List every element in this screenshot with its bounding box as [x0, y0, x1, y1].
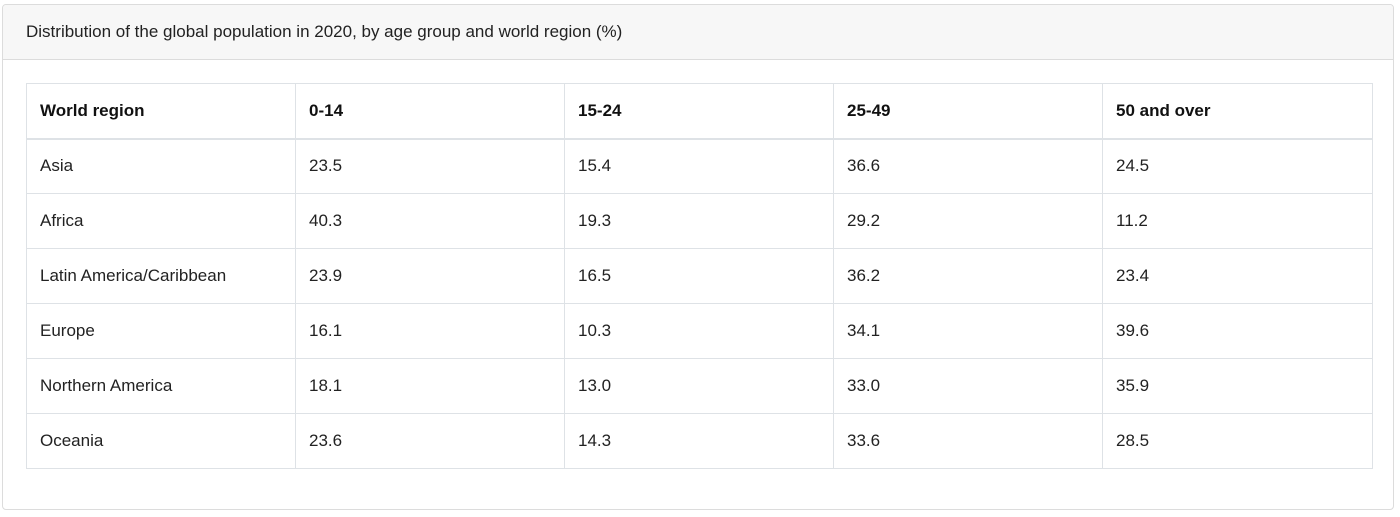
- value-cell: 19.3: [564, 193, 834, 249]
- table-title: Distribution of the global population in…: [26, 22, 623, 41]
- value-cell: 39.6: [1102, 303, 1373, 359]
- value-cell: 40.3: [295, 193, 565, 249]
- value-cell: 36.2: [833, 248, 1103, 304]
- region-cell: Asia: [26, 138, 296, 194]
- column-header-25-49: 25-49: [833, 83, 1103, 140]
- value-cell: 13.0: [564, 358, 834, 414]
- table-row: Northern America 18.1 13.0 33.0 35.9: [26, 358, 1373, 414]
- value-cell: 29.2: [833, 193, 1103, 249]
- value-cell: 11.2: [1102, 193, 1373, 249]
- value-cell: 23.6: [295, 413, 565, 469]
- value-cell: 16.5: [564, 248, 834, 304]
- table-row: Europe 16.1 10.3 34.1 39.6: [26, 303, 1373, 359]
- region-cell: Europe: [26, 303, 296, 359]
- table-head: World region 0-14 15-24 25-49 50 and ove…: [26, 83, 1373, 140]
- column-header-50-and-over: 50 and over: [1102, 83, 1373, 140]
- card-body: World region 0-14 15-24 25-49 50 and ove…: [26, 83, 1373, 469]
- table-row: Latin America/Caribbean 23.9 16.5 36.2 2…: [26, 248, 1373, 304]
- value-cell: 34.1: [833, 303, 1103, 359]
- table-row: Asia 23.5 15.4 36.6 24.5: [26, 138, 1373, 194]
- data-table: World region 0-14 15-24 25-49 50 and ove…: [26, 83, 1373, 469]
- table-card: Distribution of the global population in…: [2, 4, 1394, 510]
- value-cell: 18.1: [295, 358, 565, 414]
- value-cell: 23.5: [295, 138, 565, 194]
- value-cell: 23.9: [295, 248, 565, 304]
- value-cell: 23.4: [1102, 248, 1373, 304]
- region-cell: Oceania: [26, 413, 296, 469]
- column-header-15-24: 15-24: [564, 83, 834, 140]
- value-cell: 36.6: [833, 138, 1103, 194]
- region-cell: Latin America/Caribbean: [26, 248, 296, 304]
- value-cell: 35.9: [1102, 358, 1373, 414]
- region-cell: Northern America: [26, 358, 296, 414]
- column-header-0-14: 0-14: [295, 83, 565, 140]
- value-cell: 16.1: [295, 303, 565, 359]
- table-row: Africa 40.3 19.3 29.2 11.2: [26, 193, 1373, 249]
- table-body: Asia 23.5 15.4 36.6 24.5 Africa 40.3 19.…: [26, 138, 1373, 469]
- value-cell: 10.3: [564, 303, 834, 359]
- region-cell: Africa: [26, 193, 296, 249]
- table-row: Oceania 23.6 14.3 33.6 28.5: [26, 413, 1373, 469]
- column-header-world-region: World region: [26, 83, 296, 140]
- value-cell: 14.3: [564, 413, 834, 469]
- value-cell: 28.5: [1102, 413, 1373, 469]
- value-cell: 24.5: [1102, 138, 1373, 194]
- value-cell: 15.4: [564, 138, 834, 194]
- header-row: World region 0-14 15-24 25-49 50 and ove…: [26, 83, 1373, 140]
- value-cell: 33.6: [833, 413, 1103, 469]
- card-header: Distribution of the global population in…: [3, 5, 1393, 60]
- value-cell: 33.0: [833, 358, 1103, 414]
